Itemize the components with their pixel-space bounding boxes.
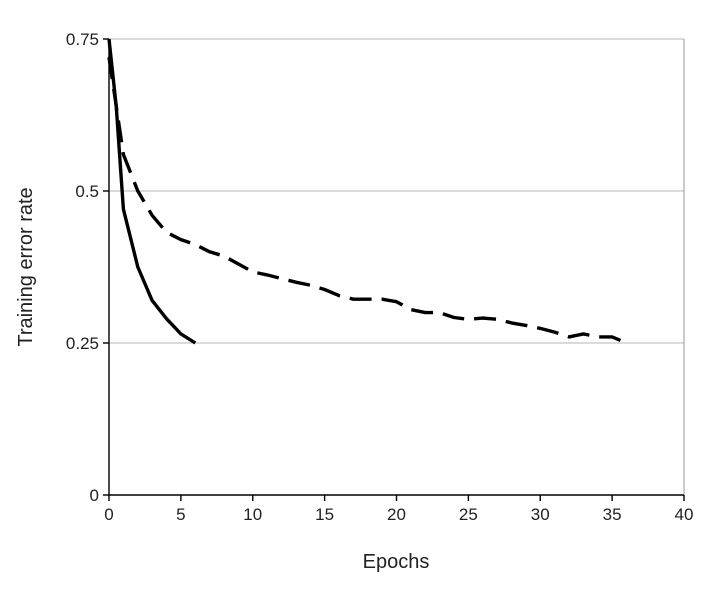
y-tick-label: 0 [90, 486, 99, 505]
x-tick-label: 0 [104, 505, 113, 524]
x-tick-label: 40 [675, 505, 694, 524]
x-tick-label: 20 [387, 505, 406, 524]
x-axis-title: Epochs [363, 551, 430, 573]
y-axis-title: Training error rate [15, 187, 37, 346]
x-tick-label: 10 [243, 505, 262, 524]
y-tick-label: 0.5 [75, 182, 99, 201]
gridlines [109, 38, 684, 344]
x-tick-label: 30 [531, 505, 550, 524]
x-tick-label: 25 [459, 505, 478, 524]
series-line-dashed [107, 56, 628, 345]
x-tick-label: 5 [176, 505, 185, 524]
x-tick-label: 15 [315, 505, 334, 524]
axes [103, 38, 685, 501]
y-tick-label: 0.25 [66, 334, 99, 353]
x-tick-label: 35 [603, 505, 622, 524]
y-tick-label: 0.75 [66, 30, 99, 49]
series-layer [107, 38, 628, 345]
tick-labels: 0 0.25 0.5 0.75 0 5 10 15 20 25 30 35 40 [66, 30, 694, 524]
